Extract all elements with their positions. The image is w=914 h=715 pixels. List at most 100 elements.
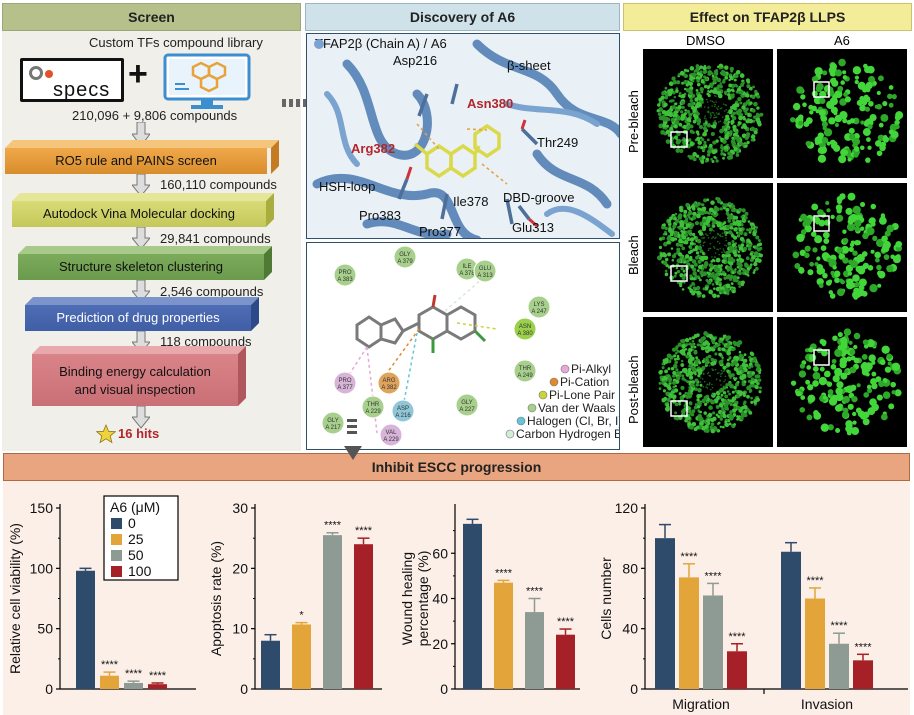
fluorescence-speckle: [729, 261, 734, 266]
fluorescence-speckle: [728, 202, 732, 206]
fluorescence-speckle: [741, 81, 745, 85]
fluorescence-speckle: [758, 253, 763, 258]
svg-text:THR: THR: [367, 402, 380, 408]
fluorescence-speckle: [718, 283, 722, 287]
fluorescence-speckle: [706, 198, 710, 202]
fluorescence-speckle: [672, 224, 677, 229]
fluorescence-speckle: [680, 93, 686, 99]
fluorescence-speckle: [744, 136, 749, 141]
condensate-droplet: [880, 413, 888, 421]
condensate-droplet: [874, 104, 879, 109]
fluorescence-speckle: [661, 91, 666, 96]
fluorescence-speckle: [663, 110, 668, 115]
fluorescence-speckle: [712, 245, 715, 248]
fluorescence-speckle: [756, 382, 759, 385]
fluorescence-speckle: [702, 373, 705, 375]
fluorescence-speckle: [697, 374, 701, 378]
fluorescence-speckle: [695, 255, 699, 260]
fluorescence-speckle: [679, 273, 684, 278]
condensate-droplet: [826, 100, 835, 110]
fluorescence-speckle: [713, 287, 716, 290]
legend-swatch: [111, 566, 122, 577]
fluorescence-speckle: [689, 241, 694, 246]
condensate-droplet: [830, 364, 837, 370]
fluorescence-speckle: [723, 385, 726, 388]
fluorescence-speckle: [713, 398, 719, 404]
fluorescence-speckle: [725, 335, 730, 341]
fluorescence-speckle: [716, 294, 720, 298]
condensate-droplet: [854, 75, 859, 80]
fluorescence-speckle: [712, 90, 716, 94]
fluorescence-speckle: [735, 129, 739, 132]
condensate-droplet: [808, 346, 814, 353]
fluorescence-speckle: [696, 213, 701, 219]
fluorescence-speckle: [729, 402, 733, 407]
condensate-droplet: [839, 357, 848, 365]
fluorescence-speckle: [697, 366, 701, 370]
fluorescence-speckle: [692, 207, 696, 211]
fluorescence-speckle: [728, 109, 733, 114]
step-binding-line1: Binding energy calculation: [59, 364, 211, 379]
fluorescence-speckle: [723, 256, 727, 261]
fluorescence-speckle: [684, 87, 687, 91]
fluorescence-speckle: [668, 394, 672, 398]
condensate-droplet: [800, 229, 807, 235]
fluorescence-speckle: [756, 106, 760, 110]
condensate-droplet: [835, 204, 843, 211]
micro-dmso-bleach: [643, 183, 773, 312]
fluorescence-speckle: [703, 411, 707, 415]
row-label-pre-bleach: Pre-bleach: [626, 90, 641, 153]
fluorescence-speckle: [706, 138, 710, 142]
fluorescence-speckle: [687, 229, 692, 234]
condensate-droplet: [820, 115, 828, 123]
condensate-droplet: [800, 94, 806, 100]
fluorescence-speckle: [674, 411, 678, 415]
condensate-droplet: [868, 100, 874, 107]
fluorescence-speckle: [704, 428, 710, 433]
condensate-droplet: [867, 124, 873, 130]
fluorescence-speckle: [747, 274, 750, 277]
fluorescence-speckle: [689, 237, 695, 242]
y-tick-label: 0: [45, 681, 53, 697]
fluorescence-speckle: [694, 68, 700, 73]
fluorescence-speckle: [701, 218, 706, 223]
fluorescence-speckle: [722, 411, 726, 415]
fluorescence-speckle: [697, 245, 702, 251]
condensate-droplet: [800, 213, 808, 221]
fluorescence-speckle: [700, 160, 705, 164]
fluorescence-speckle: [736, 266, 740, 269]
fluorescence-speckle: [728, 356, 732, 359]
condensate-droplet: [874, 251, 881, 259]
condensate-droplet: [826, 141, 831, 146]
fluorescence-speckle: [700, 203, 704, 207]
fluorescence-speckle: [711, 368, 713, 370]
step-binding-box: Binding energy calculation and visual in…: [32, 354, 238, 406]
fluorescence-speckle: [751, 108, 756, 113]
fluorescence-speckle: [719, 272, 724, 276]
fluorescence-speckle: [715, 281, 720, 285]
fluorescence-speckle: [681, 288, 685, 291]
label-asp216: Asp216: [393, 53, 437, 68]
fluorescence-speckle: [707, 272, 711, 276]
fluorescence-speckle: [686, 69, 690, 73]
fluorescence-speckle: [683, 73, 689, 79]
fluorescence-speckle: [696, 405, 701, 409]
fluorescence-speckle: [727, 219, 731, 223]
condensate-droplet: [895, 111, 904, 120]
condensate-droplet: [837, 85, 844, 92]
condensate-droplet: [815, 220, 820, 225]
legend-label: 25: [128, 531, 144, 547]
col-label-dmso: DMSO: [686, 33, 725, 48]
fluorescence-speckle: [699, 65, 703, 70]
fluorescence-speckle: [700, 145, 704, 150]
fluorescence-speckle: [723, 250, 725, 252]
y-axis-label: percentage (%): [415, 551, 431, 647]
fluorescence-speckle: [746, 385, 751, 391]
fluorescence-speckle: [757, 378, 762, 382]
fluorescence-speckle: [689, 249, 694, 254]
bar: [261, 640, 280, 689]
fluorescence-speckle: [713, 259, 716, 263]
fluorescence-speckle: [736, 222, 742, 227]
fluorescence-speckle: [706, 335, 709, 338]
